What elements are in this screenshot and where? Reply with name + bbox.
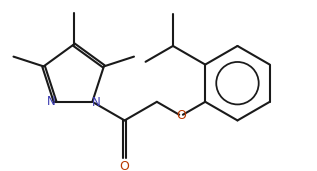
Text: N: N (47, 95, 55, 108)
Text: O: O (120, 160, 130, 171)
Text: O: O (176, 109, 186, 122)
Text: N: N (92, 96, 100, 109)
